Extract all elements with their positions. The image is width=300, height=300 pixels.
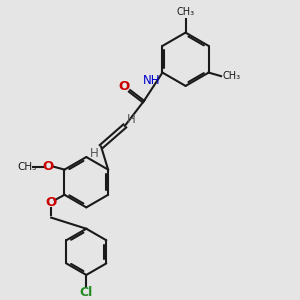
Text: H: H [127,113,136,126]
Text: CH₃: CH₃ [18,162,37,172]
Text: O: O [118,80,130,93]
Text: Cl: Cl [80,286,93,299]
Text: CH₃: CH₃ [176,7,195,17]
Text: CH₃: CH₃ [223,71,241,81]
Text: H: H [90,147,99,160]
Text: NH: NH [143,74,160,87]
Text: O: O [46,196,57,209]
Text: O: O [43,160,54,173]
